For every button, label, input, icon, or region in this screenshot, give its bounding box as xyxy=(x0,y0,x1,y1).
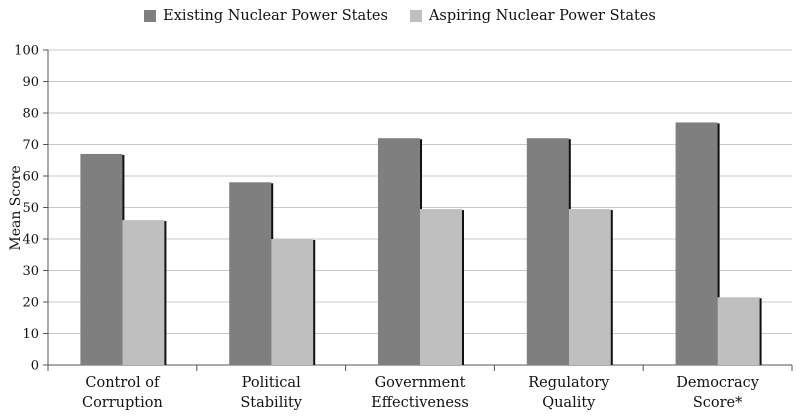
bar-existing xyxy=(675,122,718,365)
bar-aspiring xyxy=(420,209,462,365)
bar-existing xyxy=(526,138,569,365)
legend: Existing Nuclear Power States Aspiring N… xyxy=(0,8,800,24)
bar-aspiring xyxy=(271,239,314,365)
x-tick-label: Score* xyxy=(693,395,743,411)
x-tick-label: Quality xyxy=(542,395,596,411)
y-tick-label: 60 xyxy=(22,170,39,185)
x-tick-label: Democracy xyxy=(676,375,760,391)
x-tick-label: Regulatory xyxy=(528,375,610,391)
y-tick-label: 40 xyxy=(22,233,39,248)
bar-aspiring xyxy=(568,209,611,365)
legend-label-existing: Existing Nuclear Power States xyxy=(163,8,388,24)
legend-swatch-aspiring xyxy=(409,10,422,22)
x-tick-label: Government xyxy=(375,375,466,391)
y-tick-label: 90 xyxy=(22,75,39,90)
x-tick-label: Control of xyxy=(85,375,161,391)
y-tick-label: 100 xyxy=(14,44,39,59)
y-tick-label: 80 xyxy=(22,107,39,122)
x-tick-label: Corruption xyxy=(82,395,163,411)
legend-swatch-existing xyxy=(144,10,157,22)
bar-aspiring xyxy=(717,297,760,365)
legend-item-aspiring: Aspiring Nuclear Power States xyxy=(409,8,656,24)
y-tick-label: 50 xyxy=(22,201,39,216)
x-tick-label: Stability xyxy=(240,395,302,411)
x-tick-label: Political xyxy=(242,375,301,391)
y-tick-label: 70 xyxy=(22,138,39,153)
bar-aspiring xyxy=(122,220,165,365)
y-tick-label: 10 xyxy=(22,327,39,342)
legend-label-aspiring: Aspiring Nuclear Power States xyxy=(428,8,656,24)
legend-item-existing: Existing Nuclear Power States xyxy=(144,8,388,24)
y-tick-label: 0 xyxy=(31,359,39,374)
y-tick-label: 20 xyxy=(22,296,39,311)
bar-existing xyxy=(80,153,123,365)
bar-existing xyxy=(378,138,420,365)
bar-existing xyxy=(229,182,272,365)
y-tick-label: 30 xyxy=(22,264,39,279)
x-tick-label: Effectiveness xyxy=(371,395,469,411)
